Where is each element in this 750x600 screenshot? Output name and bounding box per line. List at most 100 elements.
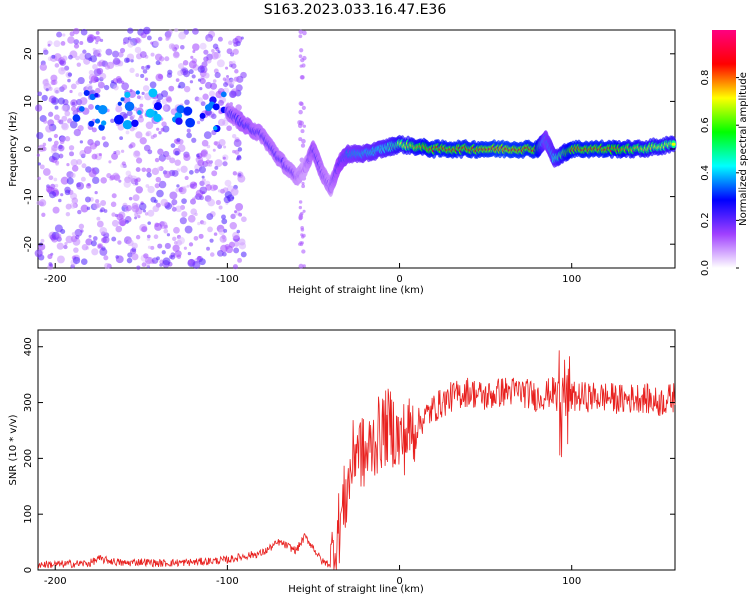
spectrogram-cell [57,97,65,105]
spectrogram-cell [150,196,157,203]
spectrogram-cell [184,225,193,234]
spectrogram-cell [212,103,220,111]
spectrogram-cell [67,118,73,124]
spectrogram-cell [94,92,99,98]
spectrogram-cell [169,191,178,200]
spectrogram-cell [233,41,239,47]
spectrogram-cell [178,31,187,40]
spectrogram-cell [45,88,49,92]
spectrogram-cell [241,216,247,223]
spectrogram-cell [114,150,121,156]
spectrogram-cell [110,201,117,208]
spectrogram-cell [103,255,109,261]
spectrogram-cell [187,214,196,223]
spectrogram-cell [232,149,236,154]
spectrogram-cell [150,52,155,57]
spectrogram-cell [97,53,102,58]
spectrogram-cell [157,148,164,155]
spectrogram-cell [71,232,76,236]
spectrogram-cell [139,51,147,59]
spectrogram-x-tick-label: -100 [216,274,239,285]
spectrogram-cell [100,200,107,207]
spectrogram-cell [237,147,243,152]
spectrogram-cell [298,101,304,106]
spectrogram-cell [65,211,71,217]
spectrogram-cell [240,251,247,258]
spectrogram-cell [97,81,102,85]
spectrogram-cell [199,112,206,119]
spectrogram-cell [137,215,141,219]
spectrogram-cell [148,88,158,98]
spectrogram-cell [135,73,140,77]
spectrogram-cell [233,76,239,82]
spectrogram-cell [302,124,307,128]
spectrogram-cell [153,40,160,47]
spectrogram-cell [134,150,140,157]
spectrogram-cell [129,67,135,74]
spectrogram-cell [219,235,227,243]
spectrogram-cell [157,166,162,171]
spectrogram-cell [181,211,188,218]
spectrogram-cell [199,65,204,70]
spectrogram-cell [87,183,91,187]
spectrogram-cell [190,55,194,59]
spectrogram-cell [214,71,221,79]
spectrogram-cell [85,238,93,246]
spectrogram-cell [113,151,117,155]
spectrogram-cell [184,175,189,181]
spectrogram-cell [174,28,179,33]
spectrogram-cell [60,193,64,197]
spectrogram-cell [221,218,228,225]
spectrogram-cell [222,187,229,193]
spectrogram-cell [298,29,303,35]
spectrogram-cell [234,149,240,155]
chart-title: S163.2023.033.16.47.E36 [264,2,447,18]
spectrogram-cell [132,194,140,202]
spectrogram-cell [180,165,188,173]
spectrogram-cell [188,169,194,175]
spectrogram-cell [209,184,217,192]
spectrogram-cell [91,167,95,171]
spectrogram-cell [91,127,97,133]
spectrogram-cell [163,228,169,234]
spectrogram-cell [216,59,225,68]
spectrogram-cell [76,181,85,190]
spectrogram-cell [198,258,206,266]
spectrogram-cell [129,248,137,255]
spectrogram-cell [42,142,47,147]
spectrogram-cell [151,167,160,176]
spectrogram-cell [161,121,167,127]
spectrogram-ridge-core [671,142,676,146]
spectrogram-cell [135,157,143,164]
spectrogram-cell [222,156,226,160]
spectrogram-cell [75,234,80,240]
spectrogram-cell [129,142,136,148]
spectrogram-cell [205,153,212,160]
spectrogram-cell [77,209,82,215]
spectrogram-cell [188,242,194,247]
spectrogram-cell [186,132,192,139]
spectrogram-cell [205,159,211,164]
snr-x-tick-label: -200 [44,576,67,587]
spectrogram-cell [232,231,240,240]
spectrogram-cell [301,249,306,254]
spectrogram-cell [205,109,212,116]
spectrogram-cell [146,234,151,239]
spectrogram-cell [79,140,84,144]
spectrogram-cell [158,56,165,62]
spectrogram-cell [48,262,53,266]
spectrogram-cell [53,177,58,182]
spectrogram-cell [47,137,52,142]
snr-x-tick-label: 0 [396,576,402,587]
spectrogram-cell [235,202,244,211]
spectrogram-cell [234,69,239,74]
spectrogram-cell [37,91,43,97]
spectrogram-cell [226,194,235,202]
spectrogram-cell [154,183,160,189]
spectrogram-cell [103,209,108,213]
snr-x-tick-label: -100 [216,576,239,587]
spectrogram-cell [137,110,142,115]
spectrogram-cell [299,75,305,80]
spectrogram-cell [92,64,98,70]
